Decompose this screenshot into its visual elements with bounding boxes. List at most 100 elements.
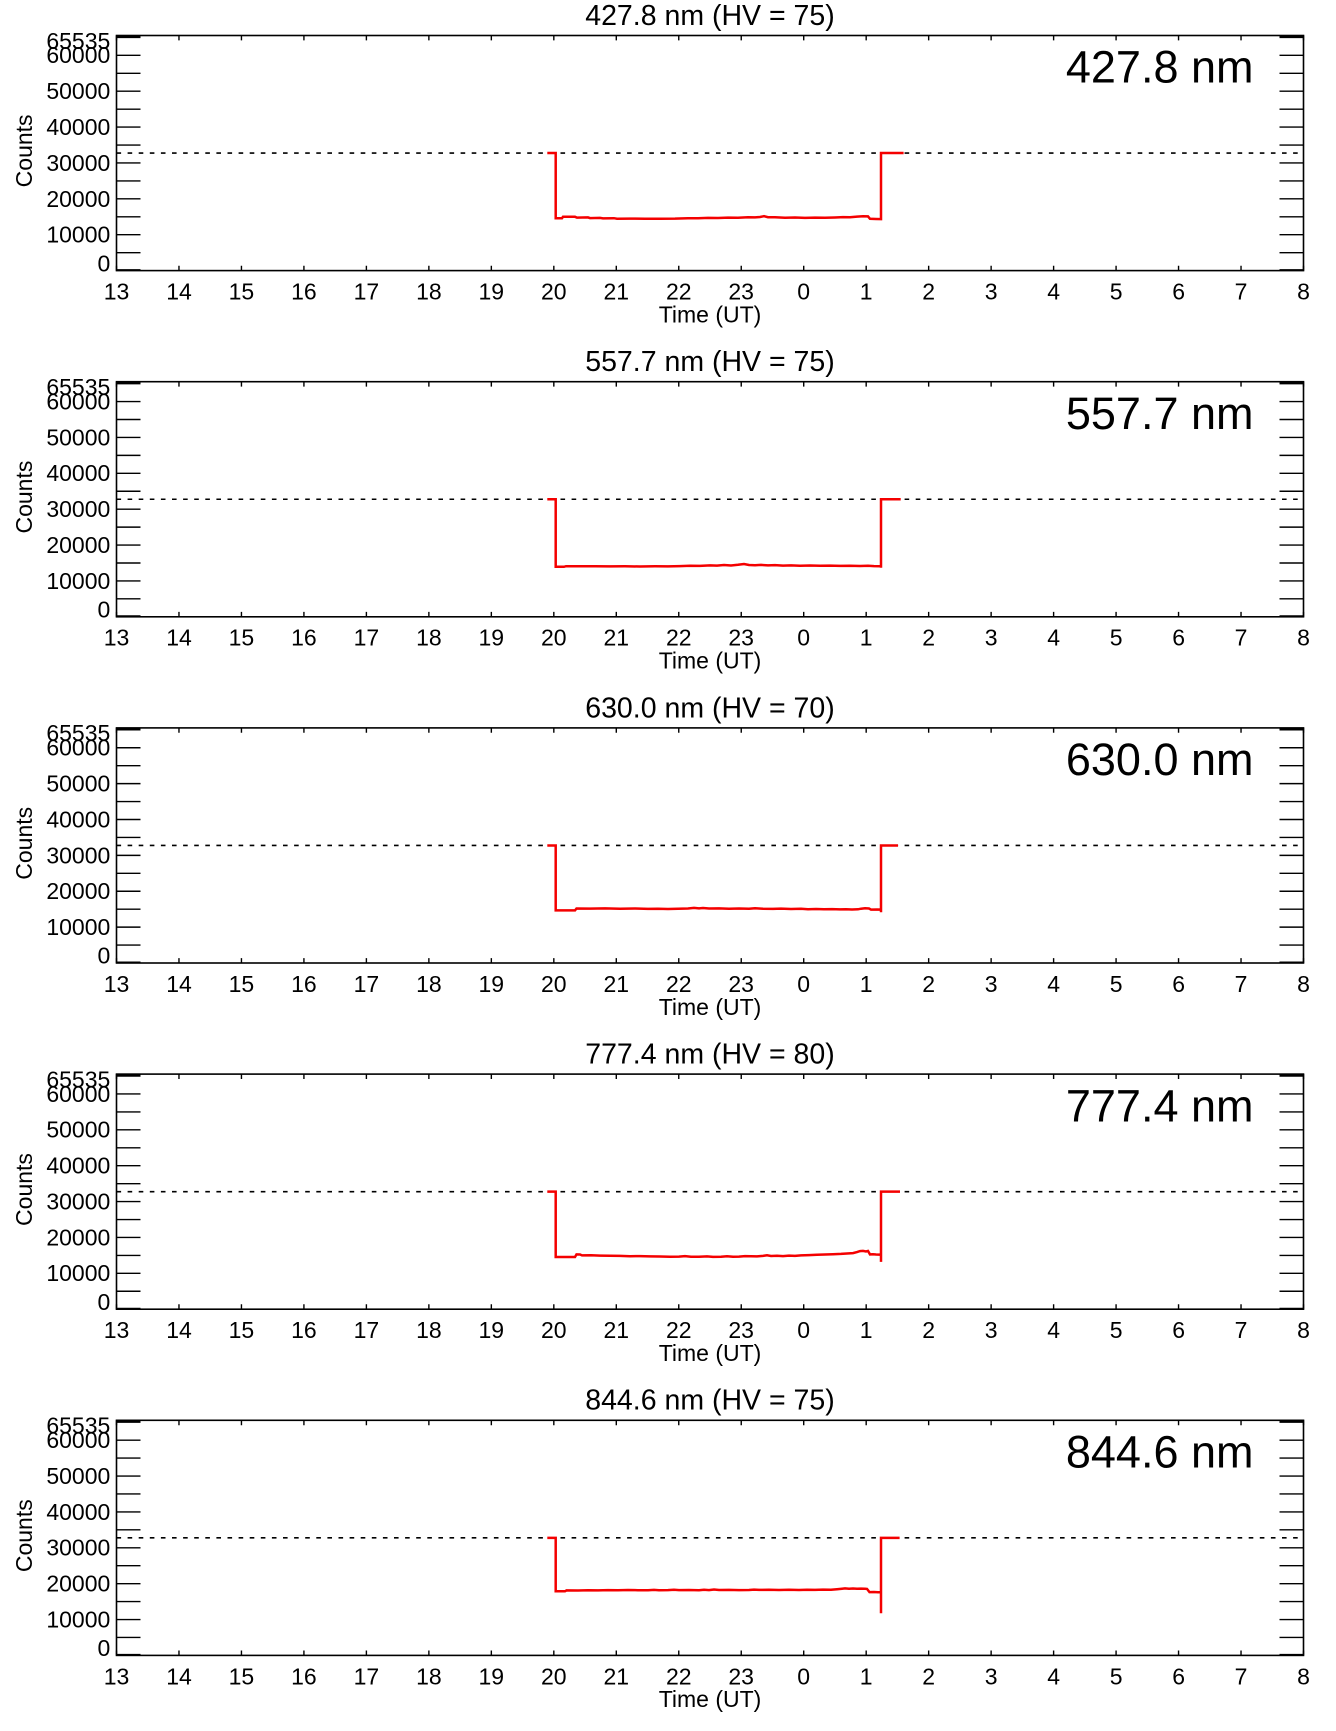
svg-text:0: 0 <box>797 279 810 305</box>
svg-text:40000: 40000 <box>46 114 110 140</box>
svg-text:14: 14 <box>166 279 192 305</box>
svg-text:Counts: Counts <box>11 1153 37 1226</box>
svg-text:50000: 50000 <box>46 1117 110 1143</box>
svg-text:20: 20 <box>541 1663 567 1689</box>
svg-text:844.6 nm: 844.6 nm <box>1066 1427 1254 1478</box>
svg-text:10000: 10000 <box>46 914 110 940</box>
svg-text:17: 17 <box>354 1317 380 1343</box>
svg-text:8: 8 <box>1297 971 1310 997</box>
svg-text:3: 3 <box>985 1317 998 1343</box>
svg-text:Time (UT): Time (UT) <box>659 301 762 327</box>
svg-text:23: 23 <box>728 1317 754 1343</box>
svg-text:557.7 nm (HV = 75): 557.7 nm (HV = 75) <box>585 346 835 378</box>
svg-text:4: 4 <box>1047 625 1060 651</box>
svg-text:10000: 10000 <box>46 568 110 594</box>
svg-text:7: 7 <box>1235 1317 1248 1343</box>
svg-text:8: 8 <box>1297 625 1310 651</box>
svg-text:20000: 20000 <box>46 1571 110 1597</box>
svg-text:0: 0 <box>98 597 111 623</box>
svg-text:6: 6 <box>1172 279 1185 305</box>
svg-text:15: 15 <box>229 971 255 997</box>
svg-text:777.4 nm: 777.4 nm <box>1066 1080 1254 1131</box>
svg-text:7: 7 <box>1235 279 1248 305</box>
svg-text:30000: 30000 <box>46 150 110 176</box>
svg-text:19: 19 <box>479 625 505 651</box>
svg-text:Time (UT): Time (UT) <box>659 1686 762 1712</box>
svg-text:20000: 20000 <box>46 878 110 904</box>
svg-text:21: 21 <box>604 625 630 651</box>
svg-text:19: 19 <box>479 279 505 305</box>
svg-text:50000: 50000 <box>46 78 110 104</box>
svg-text:5: 5 <box>1110 1663 1123 1689</box>
svg-text:0: 0 <box>98 250 111 276</box>
svg-text:65535: 65535 <box>46 374 110 400</box>
svg-text:2: 2 <box>922 1663 935 1689</box>
svg-text:3: 3 <box>985 279 998 305</box>
svg-text:5: 5 <box>1110 625 1123 651</box>
svg-text:20: 20 <box>541 971 567 997</box>
svg-text:22: 22 <box>666 625 692 651</box>
svg-text:2: 2 <box>922 279 935 305</box>
svg-text:Time (UT): Time (UT) <box>659 648 762 674</box>
svg-text:5: 5 <box>1110 279 1123 305</box>
svg-text:14: 14 <box>166 971 192 997</box>
svg-text:2: 2 <box>922 971 935 997</box>
svg-text:19: 19 <box>479 1663 505 1689</box>
svg-text:17: 17 <box>354 279 380 305</box>
svg-text:8: 8 <box>1297 1663 1310 1689</box>
svg-text:3: 3 <box>985 1663 998 1689</box>
svg-text:1: 1 <box>860 1317 873 1343</box>
svg-text:777.4 nm (HV = 80): 777.4 nm (HV = 80) <box>585 1039 835 1071</box>
svg-text:4: 4 <box>1047 279 1060 305</box>
svg-text:65535: 65535 <box>46 720 110 746</box>
svg-text:17: 17 <box>354 1663 380 1689</box>
svg-text:20000: 20000 <box>46 186 110 212</box>
svg-text:40000: 40000 <box>46 460 110 486</box>
svg-text:20: 20 <box>541 625 567 651</box>
svg-text:23: 23 <box>728 971 754 997</box>
svg-text:19: 19 <box>479 971 505 997</box>
svg-text:3: 3 <box>985 625 998 651</box>
svg-text:60000: 60000 <box>46 42 110 68</box>
svg-text:15: 15 <box>229 625 255 651</box>
svg-text:20000: 20000 <box>46 532 110 558</box>
svg-text:22: 22 <box>666 1663 692 1689</box>
svg-text:21: 21 <box>604 1317 630 1343</box>
svg-text:19: 19 <box>479 1317 505 1343</box>
svg-text:13: 13 <box>104 279 130 305</box>
svg-text:557.7 nm: 557.7 nm <box>1066 388 1254 439</box>
svg-text:23: 23 <box>728 279 754 305</box>
svg-text:Time (UT): Time (UT) <box>659 994 762 1020</box>
svg-text:18: 18 <box>416 1663 442 1689</box>
svg-text:13: 13 <box>104 971 130 997</box>
svg-text:60000: 60000 <box>46 735 110 761</box>
svg-text:40000: 40000 <box>46 1153 110 1179</box>
svg-text:10000: 10000 <box>46 1260 110 1286</box>
svg-text:0: 0 <box>98 1289 111 1315</box>
svg-text:4: 4 <box>1047 1317 1060 1343</box>
svg-text:15: 15 <box>229 1663 255 1689</box>
svg-text:0: 0 <box>797 625 810 651</box>
svg-text:20: 20 <box>541 1317 567 1343</box>
svg-text:0: 0 <box>797 1663 810 1689</box>
svg-text:1: 1 <box>860 279 873 305</box>
svg-text:Counts: Counts <box>11 114 37 187</box>
svg-text:22: 22 <box>666 279 692 305</box>
svg-text:30000: 30000 <box>46 496 110 522</box>
svg-text:4: 4 <box>1047 1663 1060 1689</box>
svg-text:21: 21 <box>604 1663 630 1689</box>
svg-text:16: 16 <box>291 1663 317 1689</box>
svg-text:844.6 nm (HV = 75): 844.6 nm (HV = 75) <box>585 1385 835 1417</box>
svg-text:Counts: Counts <box>11 1499 37 1572</box>
svg-text:6: 6 <box>1172 971 1185 997</box>
svg-text:30000: 30000 <box>46 1535 110 1561</box>
svg-text:4: 4 <box>1047 971 1060 997</box>
svg-text:7: 7 <box>1235 971 1248 997</box>
svg-text:50000: 50000 <box>46 1463 110 1489</box>
svg-text:427.8 nm: 427.8 nm <box>1066 42 1254 93</box>
svg-text:65535: 65535 <box>46 1413 110 1439</box>
svg-text:14: 14 <box>166 1317 192 1343</box>
svg-text:18: 18 <box>416 1317 442 1343</box>
svg-text:23: 23 <box>728 625 754 651</box>
svg-text:40000: 40000 <box>46 1499 110 1525</box>
